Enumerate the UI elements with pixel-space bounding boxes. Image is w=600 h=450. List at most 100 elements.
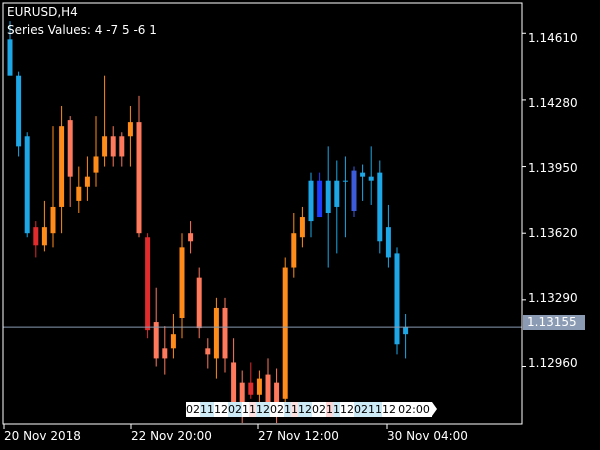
candle-body bbox=[342, 180, 348, 182]
candle-body bbox=[248, 382, 254, 395]
current-price-badge: 1.13155 bbox=[523, 315, 585, 330]
price-label-3: 1.13950 bbox=[528, 161, 578, 175]
candle-body bbox=[360, 172, 366, 177]
candle-body bbox=[50, 206, 56, 234]
candle-body bbox=[162, 348, 168, 359]
candle-body bbox=[93, 156, 99, 173]
price-label-2: 1.14280 bbox=[528, 96, 578, 110]
candle bbox=[136, 95, 142, 238]
candle bbox=[317, 172, 323, 218]
candle bbox=[179, 233, 185, 339]
candle bbox=[299, 206, 305, 248]
price-label-4: 1.13620 bbox=[528, 226, 578, 240]
time-strip-cell: 1 bbox=[333, 402, 340, 417]
candle bbox=[368, 146, 374, 205]
candle-body bbox=[136, 122, 142, 234]
candle-body bbox=[76, 186, 82, 201]
candle bbox=[67, 116, 73, 207]
time-strip-cell: 02 bbox=[186, 402, 200, 417]
candle bbox=[110, 126, 116, 167]
candle-body bbox=[153, 322, 159, 359]
candle-body bbox=[394, 253, 400, 345]
time-label-4: 30 Nov 04:00 bbox=[387, 429, 468, 443]
candle-body bbox=[145, 237, 151, 331]
candle bbox=[360, 164, 366, 201]
candle bbox=[102, 75, 108, 167]
candle bbox=[16, 71, 22, 157]
candle bbox=[385, 204, 391, 268]
candle bbox=[394, 247, 400, 355]
candle-body bbox=[299, 217, 305, 238]
candle-body bbox=[205, 348, 211, 355]
candle bbox=[41, 200, 47, 252]
time-strip-arrow-icon bbox=[432, 402, 437, 416]
candle-body bbox=[188, 233, 194, 242]
candle bbox=[76, 166, 82, 214]
candle-body bbox=[334, 180, 340, 207]
candle bbox=[334, 160, 340, 254]
candle-body bbox=[231, 362, 237, 409]
time-strip-cell: 1 bbox=[242, 402, 249, 417]
price-label-5: 1.13290 bbox=[528, 291, 578, 305]
candle bbox=[170, 313, 176, 359]
candle-body bbox=[67, 120, 73, 177]
candle bbox=[248, 362, 254, 399]
time-strip-cell: 02 bbox=[312, 402, 326, 417]
candle-body bbox=[179, 247, 185, 319]
price-label-1: 1.14610 bbox=[528, 31, 578, 45]
time-label-2: 22 Nov 20:00 bbox=[131, 429, 212, 443]
candle-body bbox=[24, 136, 30, 234]
candle bbox=[33, 221, 39, 258]
candle-body bbox=[291, 233, 297, 268]
candle bbox=[93, 116, 99, 187]
candle-body bbox=[33, 227, 39, 246]
candle bbox=[127, 105, 133, 167]
candle-body bbox=[41, 227, 47, 246]
time-axis-ticks bbox=[3, 424, 388, 429]
candles-layer bbox=[7, 21, 409, 424]
candle bbox=[342, 156, 348, 238]
candle bbox=[291, 213, 297, 278]
time-strip-cell: 1 bbox=[207, 402, 214, 417]
time-strip-cell: 12 bbox=[256, 402, 270, 417]
candle bbox=[119, 132, 125, 167]
candle-body bbox=[265, 374, 271, 403]
candle-body bbox=[102, 136, 108, 157]
time-strip-cell: 02 bbox=[354, 402, 368, 417]
candle bbox=[265, 358, 271, 409]
time-strip-cell: 1 bbox=[375, 402, 382, 417]
candle-body bbox=[59, 126, 65, 207]
time-strip-cell: 1 bbox=[284, 402, 291, 417]
candle-body bbox=[377, 172, 383, 242]
time-strip-cell: 02:00 bbox=[396, 402, 432, 417]
candle bbox=[325, 146, 331, 268]
candle-body bbox=[84, 176, 90, 187]
candle bbox=[162, 326, 168, 375]
candle bbox=[145, 233, 151, 339]
candle-body bbox=[239, 382, 245, 403]
candle-body bbox=[16, 75, 22, 147]
candle-body bbox=[196, 277, 202, 329]
candle-body bbox=[256, 378, 262, 395]
candle-body bbox=[170, 334, 176, 349]
candle bbox=[196, 267, 202, 339]
candle bbox=[7, 21, 13, 76]
candle-body bbox=[403, 327, 409, 335]
time-strip-cell: 12 bbox=[382, 402, 396, 417]
candle-body bbox=[213, 307, 219, 359]
time-strip-cell: 1 bbox=[368, 402, 375, 417]
price-axis-ticks bbox=[522, 32, 526, 367]
candle bbox=[205, 338, 211, 369]
candle-body bbox=[351, 170, 357, 211]
candle-body bbox=[308, 180, 314, 222]
symbol-title: EURUSD,H4 bbox=[7, 5, 78, 19]
time-strip-cell: 02 bbox=[228, 402, 242, 417]
time-strip-cell: 1 bbox=[326, 402, 333, 417]
time-strip-cell: 1 bbox=[291, 402, 298, 417]
candle bbox=[188, 221, 194, 254]
candle-body bbox=[222, 307, 228, 359]
candle-body bbox=[317, 180, 323, 218]
candle-body bbox=[282, 267, 288, 399]
candle-body bbox=[127, 122, 133, 137]
